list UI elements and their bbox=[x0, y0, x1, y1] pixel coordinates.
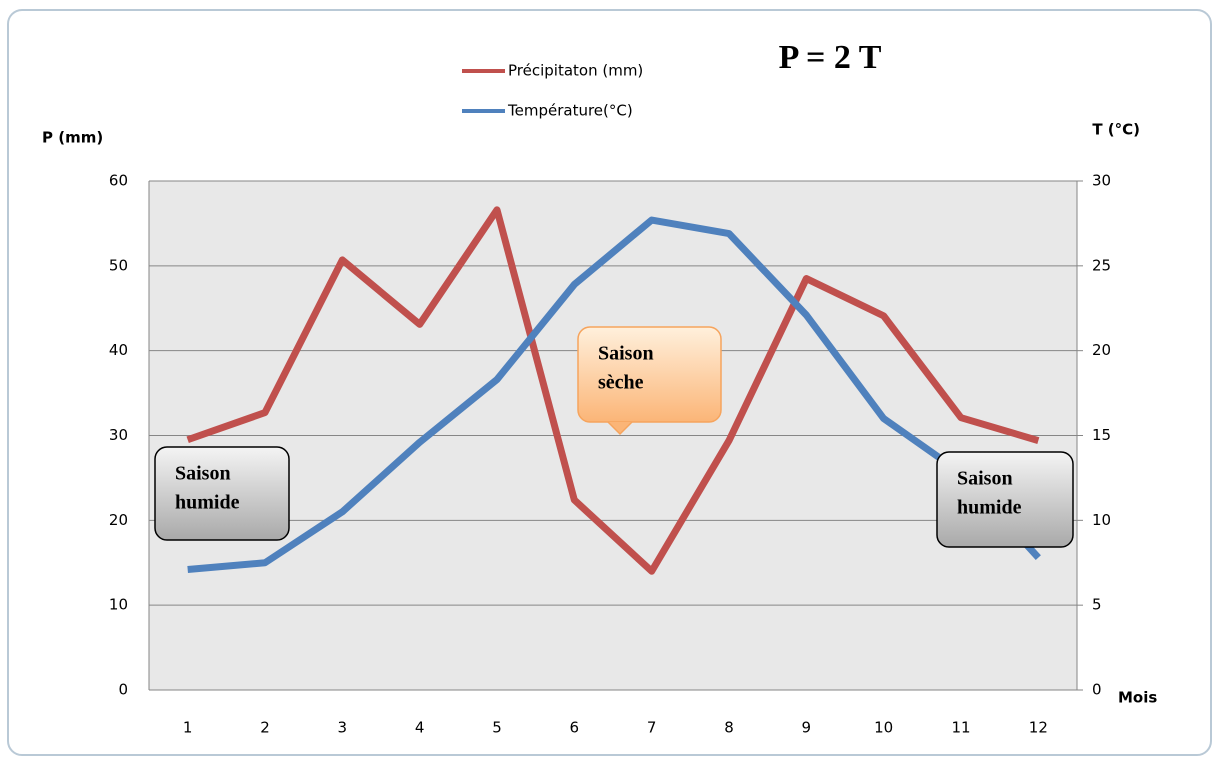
x-tick-label: 2 bbox=[260, 719, 270, 737]
y-tick-label: 10 bbox=[109, 596, 128, 614]
annotation-box bbox=[936, 451, 1074, 548]
y2-tick-label: 0 bbox=[1092, 681, 1102, 699]
x-axis-label: Mois bbox=[1118, 689, 1157, 707]
x-tick-label: 8 bbox=[724, 719, 734, 737]
y-tick-label: 40 bbox=[109, 341, 128, 359]
data-line bbox=[187, 216, 1041, 574]
data-line bbox=[186, 206, 1040, 575]
y-tick-label: 60 bbox=[109, 172, 128, 190]
annotation-box bbox=[154, 446, 290, 541]
y2-tick-label: 10 bbox=[1092, 511, 1111, 529]
y2-tick-label: 15 bbox=[1092, 426, 1111, 444]
chart-title: P = 2 T bbox=[779, 39, 882, 76]
annotation-text: humide bbox=[175, 492, 240, 514]
y-axis-label: P (mm) bbox=[42, 129, 103, 147]
y-tick-label: 50 bbox=[109, 256, 128, 274]
annotation-text: humide bbox=[957, 497, 1022, 519]
y-tick-label: 30 bbox=[109, 426, 128, 444]
annotation-text: Saison bbox=[598, 343, 654, 365]
x-tick-label: 5 bbox=[492, 719, 502, 737]
x-tick-label: 6 bbox=[570, 719, 580, 737]
y2-tick-label: 25 bbox=[1092, 256, 1111, 274]
y2-axis-label: T (°C) bbox=[1092, 121, 1140, 139]
x-tick-label: 4 bbox=[415, 719, 425, 737]
x-tick-label: 11 bbox=[951, 719, 970, 737]
legend-label: Précipitaton (mm) bbox=[508, 62, 643, 80]
annotation-text: Saison bbox=[175, 463, 231, 485]
x-tick-label: 9 bbox=[802, 719, 812, 737]
x-tick-label: 12 bbox=[1029, 719, 1048, 737]
x-tick-label: 10 bbox=[874, 719, 893, 737]
legend-label: Température(°C) bbox=[507, 102, 633, 120]
y2-tick-label: 20 bbox=[1092, 341, 1111, 359]
y-tick-label: 0 bbox=[118, 681, 128, 699]
x-tick-label: 1 bbox=[183, 719, 193, 737]
y2-tick-label: 30 bbox=[1092, 172, 1111, 190]
annotation-text: sèche bbox=[598, 372, 644, 394]
x-tick-label: 7 bbox=[647, 719, 657, 737]
annotation-pointer bbox=[607, 421, 633, 436]
y-tick-label: 20 bbox=[109, 511, 128, 529]
y2-tick-label: 5 bbox=[1092, 596, 1102, 614]
x-tick-label: 3 bbox=[338, 719, 348, 737]
annotation-box bbox=[577, 326, 722, 423]
annotation-text: Saison bbox=[957, 468, 1013, 490]
